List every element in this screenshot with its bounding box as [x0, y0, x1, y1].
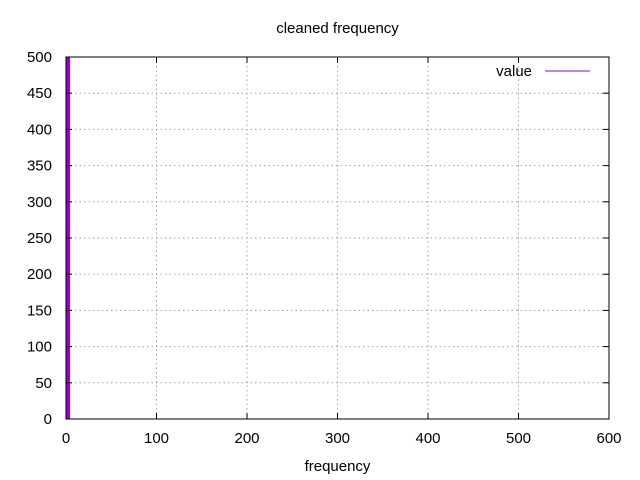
y-tick-label: 100 — [27, 339, 52, 356]
y-tick-label: 0 — [44, 411, 52, 428]
y-tick-label: 350 — [27, 158, 52, 175]
x-tick-label: 600 — [596, 430, 621, 447]
y-tick-label: 300 — [27, 194, 52, 211]
grid — [66, 57, 609, 419]
x-axis-label: frequency — [305, 458, 371, 475]
axis-ticks: 0 100 200 300 400 500 600 0 50 100 150 200 250 300 350… — [27, 49, 622, 447]
x-tick-label: 500 — [506, 430, 531, 447]
y-tick-label: 400 — [27, 121, 52, 138]
y-tick-label: 450 — [27, 85, 52, 102]
y-tick-label: 200 — [27, 266, 52, 283]
x-tick-label: 400 — [415, 430, 440, 447]
x-tick-label: 100 — [144, 430, 169, 447]
legend: value — [496, 63, 590, 80]
y-tick-label: 50 — [35, 375, 52, 392]
x-tick-label: 300 — [325, 430, 350, 447]
x-tick-label: 200 — [234, 430, 259, 447]
chart-title: cleaned frequency — [276, 20, 399, 37]
y-tick-label: 500 — [27, 49, 52, 66]
y-tick-label: 250 — [27, 230, 52, 247]
legend-label: value — [496, 63, 532, 80]
x-tick-label: 0 — [62, 430, 70, 447]
y-tick-label: 150 — [27, 302, 52, 319]
